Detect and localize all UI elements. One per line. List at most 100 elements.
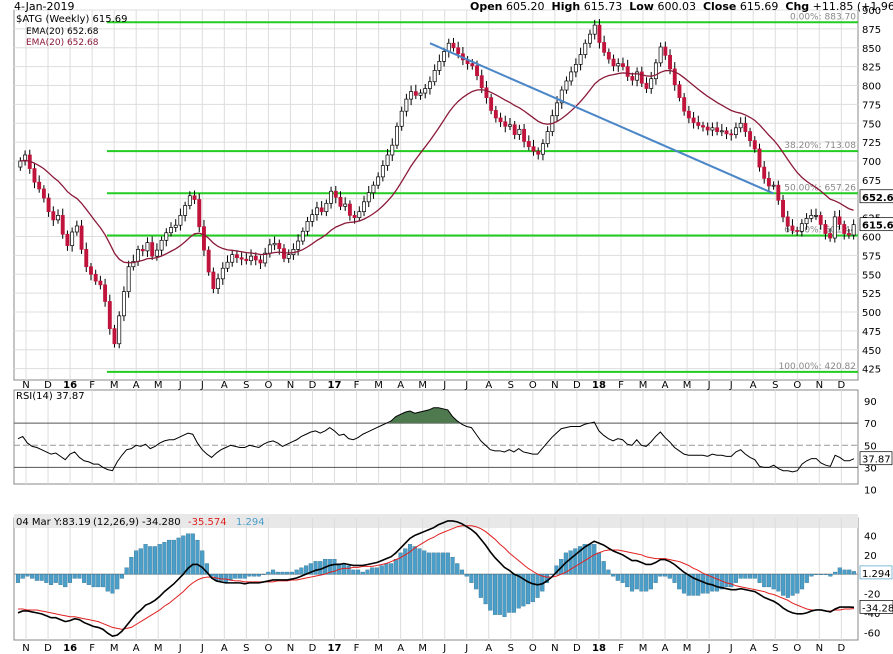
macd-histogram-bar [185, 533, 191, 575]
ema-value-tag-box [859, 189, 893, 204]
candle-body [300, 230, 305, 242]
macd-histogram-bar [313, 561, 318, 575]
candle-body [484, 87, 489, 98]
x-tick-label-bottom: D [573, 643, 581, 654]
high-label: High [551, 0, 581, 13]
candle-body [277, 242, 282, 249]
x-tick-label-bottom: D [309, 643, 317, 654]
macd-histogram-bar [521, 574, 526, 607]
candle-body [74, 225, 79, 233]
candle-body [272, 242, 277, 246]
macd-histogram-bar [157, 544, 162, 575]
candle-body [719, 130, 724, 133]
candle-body [164, 232, 169, 241]
macd-histogram-bar [653, 574, 658, 583]
x-tick-label-bottom: F [618, 643, 624, 654]
macd-histogram-bar [308, 563, 313, 575]
last-close-tag-box [859, 217, 893, 232]
x-tick-label-top: N [816, 380, 823, 391]
macd-histogram-bar [445, 552, 450, 575]
x-tick-label-top: A [485, 380, 492, 391]
candle-body [668, 54, 672, 70]
rsi-overbought-fill [389, 407, 460, 424]
x-tick-label-bottom: J [464, 643, 468, 654]
candle-body [197, 199, 202, 228]
macd-histogram-bar [568, 550, 573, 575]
candle-body [267, 244, 272, 254]
macd-histogram-bar [441, 552, 446, 575]
macd-histogram-bar [847, 569, 852, 575]
macd-histogram-bar [256, 574, 261, 577]
macd-histogram-bar [242, 574, 247, 579]
macd-histogram-bar [370, 567, 375, 575]
macd-line [17, 520, 855, 637]
macd-histogram-bar [464, 574, 469, 577]
low-value: 600.03 [657, 0, 696, 13]
macd-histogram-bar [587, 544, 592, 575]
candle-body [611, 58, 616, 67]
candle-body [216, 278, 221, 289]
candle-body [244, 258, 249, 262]
candle-body [686, 110, 691, 119]
candle-body [305, 221, 310, 232]
candle-body [409, 91, 414, 100]
macd-histogram-bar [686, 574, 691, 596]
x-tick-label-top: A [221, 380, 228, 391]
macd-histogram-bar [228, 574, 233, 581]
candle-body [729, 133, 734, 136]
candle-body [635, 71, 640, 81]
candle-body [159, 239, 164, 251]
x-tick-label-top: M [418, 380, 427, 391]
macd-histogram-bar [247, 574, 252, 577]
candle-body [37, 181, 42, 190]
price-tick-label: 825 [862, 63, 881, 74]
price-tick-label: 775 [862, 100, 881, 111]
x-tick-label-top: N [22, 380, 29, 391]
rsi-tick-label: 10 [864, 486, 877, 497]
candle-body [644, 82, 649, 89]
macd-histogram-bar [781, 574, 786, 596]
chg-value: +11.85 (+1.96%) [812, 0, 893, 13]
x-tick-label-bottom: A [750, 643, 757, 654]
price-tick-label: 875 [862, 25, 881, 36]
macd-histogram-bar [511, 574, 516, 613]
macd-histogram-bar [771, 574, 776, 590]
candle-body [701, 125, 705, 128]
x-tick-label-top: F [89, 380, 95, 391]
x-tick-label-bottom: M [683, 643, 692, 654]
x-tick-label-top: J [442, 380, 446, 391]
x-tick-label-bottom: M [154, 643, 163, 654]
macd-histogram-bar [592, 544, 597, 575]
candle-body [126, 266, 131, 293]
candle-body [696, 122, 701, 126]
candle-body [540, 143, 545, 155]
candle-body [234, 254, 239, 259]
macd-histogram-bar [422, 550, 427, 575]
candle-body [479, 75, 484, 89]
candle-body [752, 140, 757, 150]
x-tick-label-top: S [772, 380, 778, 391]
macd-histogram-bar [195, 539, 200, 575]
macd-histogram-bar [129, 556, 134, 575]
macd-histogram-bar [596, 552, 601, 575]
candle-body [762, 166, 767, 179]
open-label: Open [470, 0, 503, 13]
candle-body [169, 227, 173, 234]
candle-body [380, 165, 385, 178]
macd-histogram-bar [743, 574, 748, 579]
fib-label: 0.00%: 883.70 [790, 12, 856, 22]
macd-histogram-bar [606, 569, 611, 575]
x-tick-label-top: D [838, 380, 846, 391]
macd-histogram-bar [77, 574, 82, 579]
candle-body [173, 224, 178, 228]
candle-body [371, 184, 376, 194]
macd-histogram-bar [162, 542, 167, 575]
x-tick-label-top: J [178, 380, 182, 391]
candle-body [253, 255, 258, 261]
macd-histogram-bar [455, 563, 460, 575]
macd-histogram-bar [629, 574, 635, 592]
candle-body [437, 60, 442, 71]
candle-body [427, 81, 432, 89]
candle-body [192, 195, 197, 200]
x-tick-label-top: O [264, 380, 272, 391]
